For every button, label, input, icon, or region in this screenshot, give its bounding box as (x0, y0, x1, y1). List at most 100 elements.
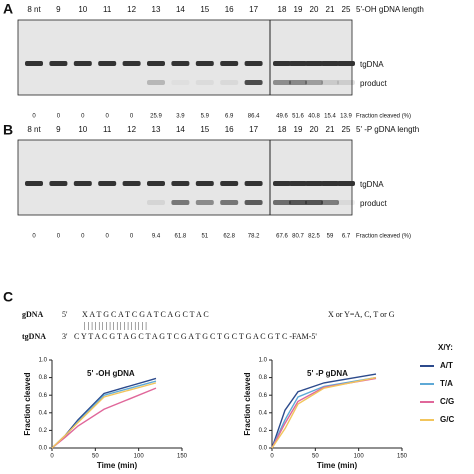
lane-label: 20 (310, 125, 319, 134)
product-band (195, 200, 214, 205)
fraction-value: 0 (130, 114, 134, 120)
tgdna-band (305, 181, 323, 186)
band-label: product (360, 199, 387, 208)
lane-label: 21 (326, 125, 335, 134)
product-band (244, 80, 263, 85)
series-line (51, 380, 157, 449)
legend-label: T/A (440, 379, 453, 388)
length-title: 5'-OH gDNA length (356, 5, 424, 14)
lane-label: 25 (342, 125, 351, 134)
tgdna-band (305, 61, 323, 66)
product-band (289, 80, 307, 85)
lane-label: 9 (56, 125, 61, 134)
tgdna-band (171, 181, 190, 186)
tgdna-band (244, 181, 263, 186)
lane-label: 20 (310, 5, 319, 14)
lane-label: 16 (225, 125, 234, 134)
series-line (51, 382, 157, 449)
y-tick-label: 0.0 (39, 446, 48, 452)
x-tick-label: 50 (92, 454, 99, 460)
legend-label: A/T (440, 361, 453, 370)
x-label: Time (min) (97, 461, 138, 470)
fraction-value: 0 (106, 114, 110, 120)
lane-label: 13 (152, 125, 161, 134)
fraction-value: 15.4 (324, 114, 336, 120)
tgdna-band (321, 181, 339, 186)
tgdna-band (147, 181, 165, 186)
lane-label: 14 (176, 125, 185, 134)
fraction-value: 61.8 (175, 234, 187, 240)
fraction-value: 40.8 (308, 114, 320, 120)
lane-label: 25 (342, 5, 351, 14)
series-line (271, 376, 377, 449)
x-tick-label: 0 (50, 454, 54, 460)
fraction-title: Fraction cleaved (%) (356, 234, 411, 240)
lane-label: 14 (176, 5, 185, 14)
y-tick-label: 0.8 (259, 375, 268, 381)
tgdna-band (25, 181, 43, 186)
panel-label: B (3, 122, 13, 138)
fraction-value: 49.6 (276, 114, 288, 120)
fraction-value: 62.8 (223, 234, 235, 240)
pairing: | | | | | | | | | | | | | | | | | | (84, 321, 147, 330)
lane-label: 18 (278, 5, 287, 14)
product-band (273, 200, 291, 205)
product-band (147, 80, 165, 85)
product-band (123, 200, 141, 205)
product-band (123, 80, 141, 85)
fraction-value: 82.5 (308, 234, 320, 240)
x-tick-label: 0 (270, 454, 274, 460)
product-band (171, 80, 189, 85)
fraction-value: 0 (57, 114, 61, 120)
product-band (74, 80, 92, 85)
tgdna-band (122, 61, 141, 66)
y-tick-label: 1.0 (39, 358, 48, 364)
chart-title: 5' -OH gDNA (87, 369, 135, 378)
tgdna-band (195, 61, 214, 66)
lane-label: 17 (249, 5, 258, 14)
tgdna-band (49, 61, 68, 66)
fraction-value: 0 (32, 114, 36, 120)
y-tick-label: 0.4 (39, 410, 48, 416)
fraction-title: Fraction cleaved (%) (356, 114, 411, 120)
lane-label: 16 (225, 5, 234, 14)
tgdna-band (273, 61, 291, 66)
band-label: tgDNA (360, 180, 384, 189)
y-tick-label: 1.0 (259, 358, 268, 364)
tgdna-band (337, 181, 355, 186)
band-label: tgDNA (360, 60, 384, 69)
fraction-value: 80.7 (292, 234, 304, 240)
gdna-name: gDNA (22, 310, 44, 319)
product-band (147, 200, 165, 205)
lane-label: 9 (56, 5, 61, 14)
fraction-value: 0 (81, 234, 85, 240)
product-band (220, 80, 239, 85)
tgdna-band (321, 61, 339, 66)
tgdna-end: 3' (62, 332, 68, 341)
product-band (337, 200, 355, 205)
series-line (51, 387, 157, 449)
gdna-seq: X A T G C A T C G A T C A G C T A C (82, 310, 209, 319)
product-band (195, 80, 214, 85)
product-band (98, 200, 116, 205)
x-tick-label: 150 (397, 454, 408, 460)
x-tick-label: 150 (177, 454, 188, 460)
product-band (220, 200, 239, 205)
tgdna-name: tgDNA (22, 332, 46, 341)
fraction-value: 6.7 (342, 234, 351, 240)
tgdna-band (220, 61, 239, 66)
tgdna-band (220, 181, 239, 186)
fraction-value: 0 (32, 234, 36, 240)
y-tick-label: 0.6 (39, 393, 48, 399)
tgdna-band (337, 61, 355, 66)
lane-label: 12 (127, 125, 136, 134)
fraction-value: 67.6 (276, 234, 288, 240)
legend-label: C/G (440, 397, 454, 406)
tgdna-band (171, 61, 190, 66)
tgdna-band (98, 61, 117, 66)
fraction-value: 0 (106, 234, 110, 240)
chart-title: 5' -P gDNA (307, 369, 348, 378)
x-tick-label: 50 (312, 454, 319, 460)
fraction-value: 3.9 (176, 114, 185, 120)
tgdna-band (289, 181, 307, 186)
